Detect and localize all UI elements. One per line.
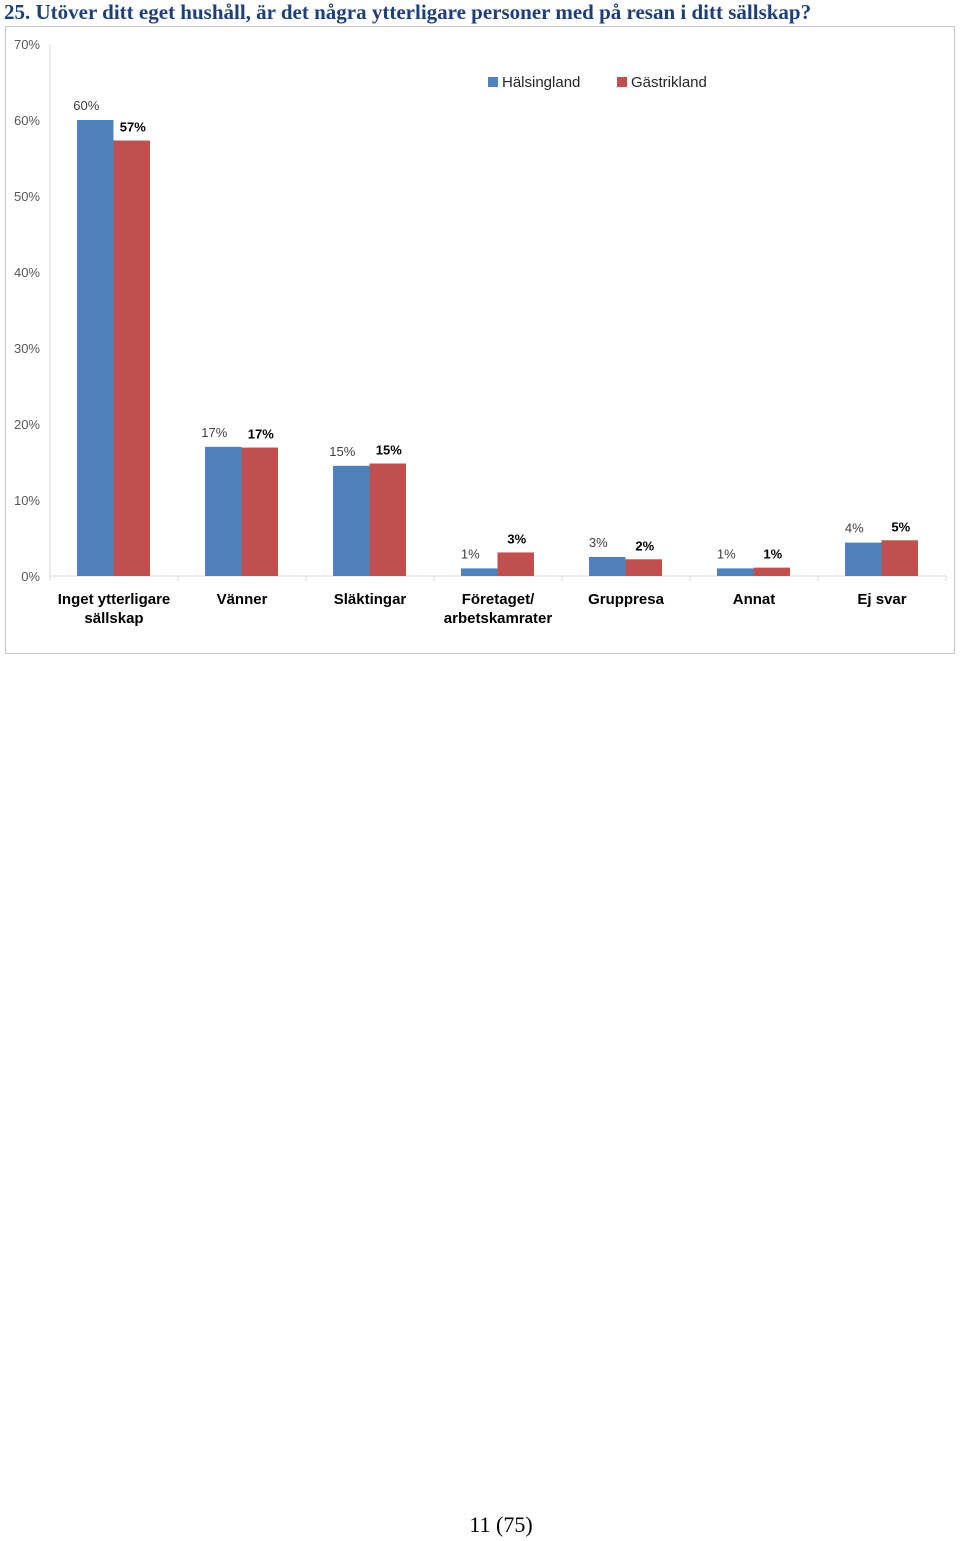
data-label: 4% bbox=[845, 521, 864, 536]
legend-swatch bbox=[617, 77, 627, 87]
chart-frame bbox=[5, 26, 955, 654]
y-tick-label: 30% bbox=[14, 341, 40, 356]
bar-halsingland bbox=[589, 557, 626, 576]
bar-gastrikland bbox=[753, 567, 790, 576]
y-tick-label: 60% bbox=[14, 113, 40, 128]
data-label: 1% bbox=[461, 546, 480, 561]
data-label: 1% bbox=[717, 546, 736, 561]
y-tick-label: 0% bbox=[21, 569, 40, 584]
category-label: Inget ytterligare bbox=[58, 591, 171, 608]
category-label: Släktingar bbox=[334, 591, 407, 608]
data-label: 17% bbox=[248, 427, 274, 442]
category-label: Ej svar bbox=[857, 591, 906, 608]
legend-label: Hälsingland bbox=[502, 74, 580, 91]
data-label: 3% bbox=[507, 531, 526, 546]
y-tick-label: 10% bbox=[14, 493, 40, 508]
bar-halsingland bbox=[333, 465, 370, 576]
page-number: 11 (75) bbox=[469, 1512, 533, 1537]
category-label: arbetskamrater bbox=[444, 610, 553, 627]
bar-halsingland bbox=[717, 568, 754, 576]
bar-gastrikland bbox=[625, 559, 662, 576]
data-label: 17% bbox=[201, 425, 227, 440]
bar-gastrikland bbox=[881, 540, 918, 576]
bar-halsingland bbox=[205, 446, 242, 576]
category-label: Vänner bbox=[217, 591, 268, 608]
data-label: 60% bbox=[73, 98, 99, 113]
y-tick-label: 20% bbox=[14, 417, 40, 432]
data-label: 57% bbox=[120, 120, 146, 135]
data-label: 3% bbox=[589, 535, 608, 550]
data-label: 5% bbox=[891, 519, 910, 534]
bar-chart: 0% 10% 20% 30% 40% 50% 60% 70% 60% 17% 15% 1% 3% 1% 4%… bbox=[14, 37, 947, 627]
category-label: sällskap bbox=[84, 610, 143, 627]
y-tick-label: 50% bbox=[14, 189, 40, 204]
question-heading: 25. Utöver ditt eget hushåll, är det någ… bbox=[4, 0, 812, 24]
bar-gastrikland bbox=[241, 447, 278, 576]
category-label: Annat bbox=[733, 591, 776, 608]
y-tick-label: 70% bbox=[14, 37, 40, 52]
category-label: Gruppresa bbox=[588, 591, 665, 608]
data-label: 15% bbox=[376, 443, 402, 458]
legend-label: Gästrikland bbox=[631, 74, 707, 91]
y-tick-label: 40% bbox=[14, 265, 40, 280]
data-label: 1% bbox=[763, 547, 782, 562]
data-label: 15% bbox=[329, 444, 355, 459]
bar-gastrikland bbox=[497, 552, 534, 576]
data-label: 2% bbox=[635, 538, 654, 553]
bar-gastrikland bbox=[369, 463, 406, 576]
bar-halsingland bbox=[845, 542, 882, 576]
bar-gastrikland bbox=[113, 140, 150, 576]
bar-halsingland bbox=[461, 568, 498, 576]
bar-halsingland bbox=[77, 120, 114, 576]
legend-swatch bbox=[488, 77, 498, 87]
category-label: Företaget/ bbox=[462, 591, 535, 608]
